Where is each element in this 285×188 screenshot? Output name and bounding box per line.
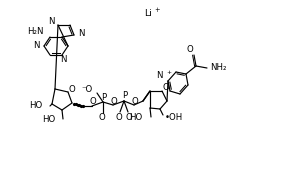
- Text: N: N: [78, 30, 84, 39]
- Text: O: O: [116, 112, 122, 121]
- Text: HO: HO: [29, 102, 42, 111]
- Text: O: O: [89, 98, 96, 106]
- Text: N: N: [48, 17, 55, 27]
- Text: P: P: [101, 92, 107, 102]
- Text: N: N: [60, 55, 66, 64]
- Text: O: O: [69, 84, 75, 93]
- Text: O: O: [132, 96, 139, 105]
- Text: +: +: [154, 7, 160, 13]
- Text: +: +: [166, 70, 172, 76]
- Text: Li: Li: [144, 8, 152, 17]
- Text: N: N: [34, 42, 40, 51]
- Text: •OH: •OH: [165, 114, 183, 123]
- Text: O: O: [126, 112, 132, 121]
- Text: HO: HO: [129, 114, 142, 123]
- Text: O: O: [99, 114, 105, 123]
- Text: N: N: [156, 71, 163, 80]
- Text: P: P: [123, 92, 128, 101]
- Text: ⁻O: ⁻O: [82, 84, 93, 93]
- Text: O: O: [111, 96, 117, 105]
- Text: HO: HO: [42, 114, 55, 124]
- Text: H₂N: H₂N: [27, 27, 44, 36]
- Text: O: O: [163, 83, 169, 92]
- Text: NH₂: NH₂: [210, 62, 227, 71]
- Text: O: O: [187, 45, 194, 55]
